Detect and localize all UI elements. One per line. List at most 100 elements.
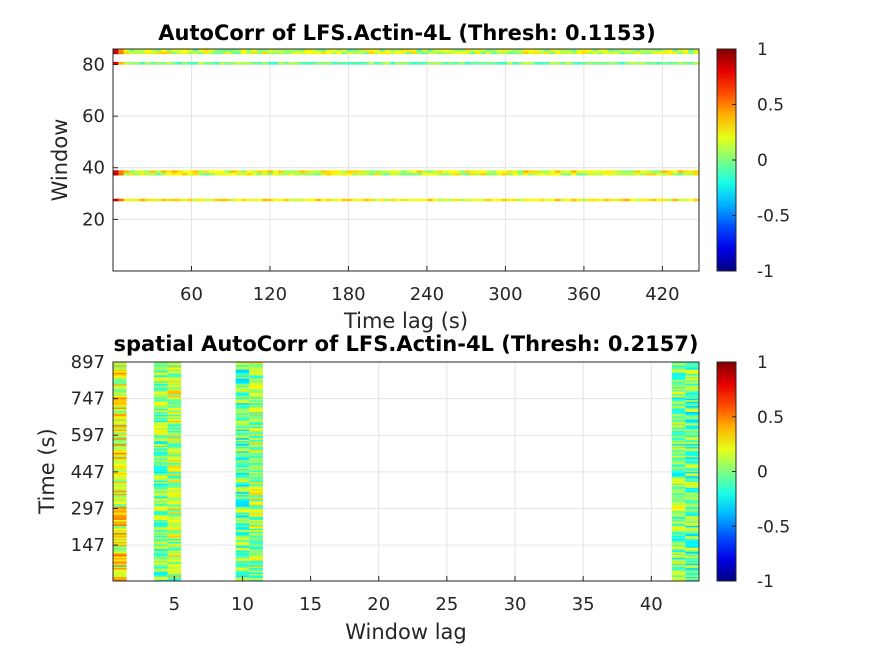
heatmap-cell — [283, 51, 290, 55]
heatmap-cell — [560, 198, 567, 202]
heatmap-cell — [249, 440, 263, 443]
heatmap-cell — [249, 529, 263, 532]
heatmap-cell — [167, 567, 182, 570]
heatmap-cell — [475, 198, 481, 202]
heatmap-cell — [576, 170, 583, 173]
heatmap-cell — [113, 544, 127, 547]
heatmap-cell — [685, 521, 699, 523]
temporal-autocorr-panel: AutoCorr of LFS.Actin-4L (Thresh: 0.1153… — [48, 21, 790, 333]
heatmap-cell — [685, 556, 699, 558]
heatmap-cell — [685, 413, 699, 415]
heatmap-cell — [685, 559, 699, 561]
heatmap-cell — [208, 198, 215, 202]
heatmap-cell — [153, 394, 168, 396]
heatmap-cell — [113, 51, 119, 55]
heatmap-cell — [153, 427, 168, 430]
heatmap-cell — [113, 462, 127, 465]
heatmap-cell — [235, 490, 250, 493]
heatmap-cell — [685, 364, 699, 367]
heatmap-cell — [411, 49, 417, 52]
heatmap-cell — [235, 543, 250, 545]
heatmap-cell — [150, 172, 156, 176]
heatmap-cell — [249, 437, 263, 440]
heatmap-cell — [685, 481, 699, 484]
heatmap-cell — [113, 562, 127, 564]
heatmap-cell — [235, 442, 250, 445]
heatmap-cell — [235, 526, 250, 529]
heatmap-cell — [464, 49, 471, 52]
heatmap-cell — [118, 170, 124, 173]
heatmap-cell — [153, 579, 168, 582]
heatmap-cell — [640, 61, 647, 65]
heatmap-cell — [685, 491, 699, 494]
heatmap-cell — [336, 51, 343, 55]
heatmap-cell — [167, 413, 182, 415]
heatmap-cell — [113, 564, 127, 567]
heatmap-cell — [249, 545, 263, 548]
heatmap-cell — [153, 388, 168, 391]
heatmap-cell — [167, 467, 182, 469]
heatmap-cell — [379, 170, 385, 173]
heatmap-cell — [384, 51, 391, 55]
heatmap-cell — [671, 449, 686, 452]
heatmap-cell — [113, 509, 127, 512]
heatmap-cell — [671, 424, 686, 427]
heatmap-cell — [153, 465, 168, 468]
heatmap-cell — [685, 506, 699, 509]
colorbar-tick-label: -0.5 — [757, 207, 790, 227]
heatmap-cell — [671, 483, 686, 485]
y-tick-label: 60 — [82, 106, 105, 127]
heatmap-cell — [160, 51, 167, 55]
heatmap-cell — [235, 198, 242, 202]
heatmap-cell — [113, 474, 127, 477]
heatmap-cell — [182, 61, 188, 65]
heatmap-cell — [685, 557, 699, 560]
heatmap-cell — [685, 362, 699, 364]
heatmap-cell — [153, 486, 168, 488]
heatmap-cell — [685, 538, 699, 541]
heatmap-cell — [113, 528, 127, 531]
heatmap-cell — [235, 540, 250, 542]
heatmap-cell — [459, 61, 465, 65]
heatmap-cell — [235, 432, 250, 434]
heatmap-cell — [113, 553, 127, 556]
heatmap-cell — [153, 455, 168, 458]
heatmap-cell — [299, 61, 306, 65]
heatmap-cell — [685, 395, 699, 398]
heatmap-cell — [299, 198, 306, 202]
heatmap-cell — [113, 379, 127, 382]
heatmap-cell — [235, 529, 250, 532]
heatmap-cell — [167, 436, 182, 439]
heatmap-cell — [671, 499, 686, 501]
heatmap-cell — [113, 576, 127, 579]
heatmap-cell — [235, 456, 250, 459]
heatmap-cell — [153, 395, 168, 398]
heatmap-cell — [310, 198, 316, 202]
heatmap-cell — [671, 429, 686, 431]
heatmap-cell — [235, 481, 250, 484]
heatmap-cell — [310, 61, 316, 65]
heatmap-cell — [262, 51, 268, 55]
heatmap-cell — [671, 464, 686, 466]
heatmap-cell — [685, 407, 699, 410]
heatmap-cell — [235, 557, 250, 560]
heatmap-cell — [597, 170, 604, 173]
heatmap-cell — [685, 402, 699, 405]
heatmap-cell — [153, 407, 168, 410]
heatmap-cell — [113, 489, 127, 491]
heatmap-cell — [685, 452, 699, 455]
heatmap-cell — [685, 410, 699, 412]
heatmap-cell — [192, 172, 199, 176]
heatmap-cell — [167, 408, 182, 411]
heatmap-cell — [421, 61, 428, 65]
heatmap-cell — [528, 172, 535, 176]
x-tick-label: 120 — [253, 284, 287, 305]
heatmap-cell — [235, 494, 250, 497]
heatmap-cell — [113, 383, 127, 386]
x-tick-label: 20 — [367, 594, 390, 615]
heatmap-cell — [249, 461, 263, 464]
heatmap-cell — [671, 575, 686, 577]
heatmap-cell — [167, 456, 182, 459]
heatmap-cell — [685, 375, 699, 377]
heatmap-cell — [113, 506, 127, 509]
